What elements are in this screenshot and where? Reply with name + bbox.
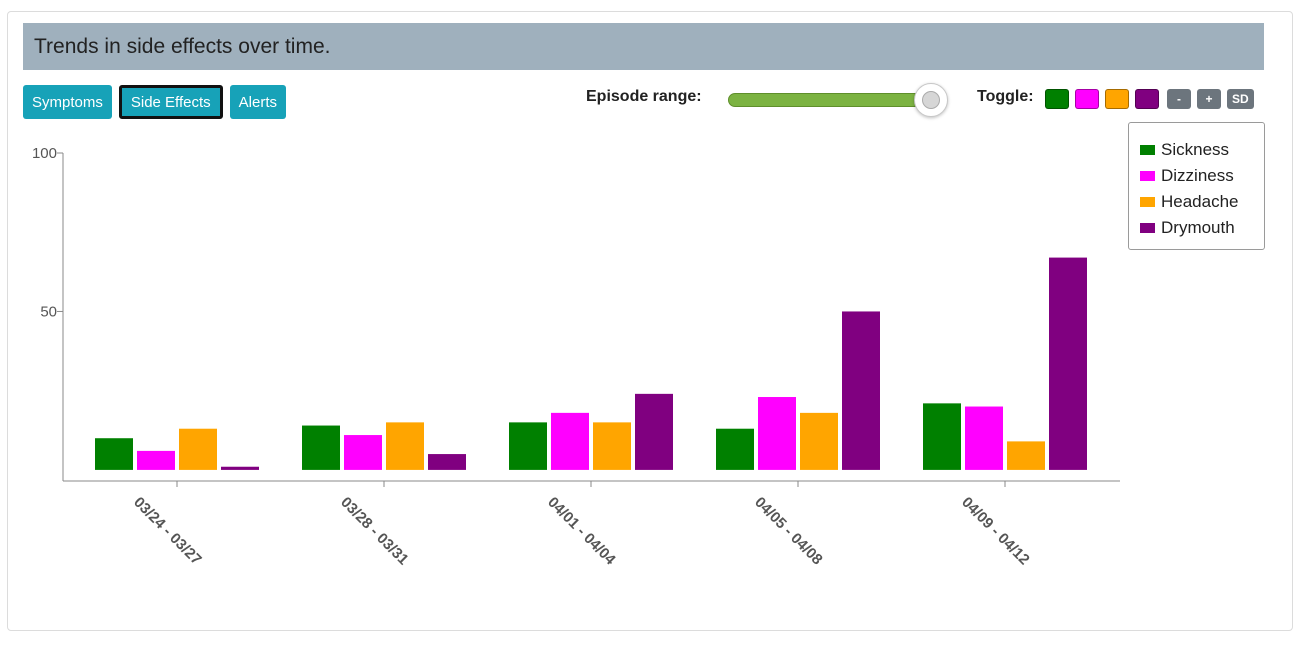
bar-headache bbox=[800, 412, 838, 470]
bar-drymouth bbox=[635, 393, 673, 470]
toggle-drymouth-button[interactable] bbox=[1135, 89, 1159, 109]
bar-headache bbox=[1007, 441, 1045, 470]
legend-label: Headache bbox=[1161, 192, 1239, 211]
bar-drymouth bbox=[428, 454, 466, 470]
legend-swatch bbox=[1140, 223, 1155, 233]
bar-dizziness bbox=[551, 412, 589, 470]
bar-sickness bbox=[302, 425, 340, 470]
x-tick-label: 04/01 - 04/04 bbox=[544, 494, 619, 569]
chart-control-buttons: - + SD bbox=[1167, 89, 1254, 109]
legend-item-headache: Headache bbox=[1140, 189, 1264, 215]
toggle-swatches bbox=[1045, 89, 1159, 109]
x-tick-label: 03/28 - 03/31 bbox=[337, 494, 412, 569]
legend-label: Sickness bbox=[1161, 140, 1230, 159]
x-tick-label: 03/24 - 03/27 bbox=[130, 494, 205, 569]
toggle-dizziness-button[interactable] bbox=[1075, 89, 1099, 109]
page-title-text: Trends in side effects over time. bbox=[34, 34, 331, 58]
episode-range-slider-handle[interactable] bbox=[914, 83, 948, 117]
bar-drymouth bbox=[1049, 257, 1087, 470]
bar-dizziness bbox=[344, 435, 382, 470]
bar-headache bbox=[179, 428, 217, 470]
bar-headache bbox=[386, 422, 424, 470]
x-tick-label: 04/05 - 04/08 bbox=[751, 494, 826, 569]
tab-bar: Symptoms Side Effects Alerts bbox=[23, 85, 286, 119]
y-tick-label: 50 bbox=[40, 303, 57, 320]
y-tick-label: 100 bbox=[32, 145, 57, 162]
bar-sickness bbox=[716, 428, 754, 470]
tab-symptoms[interactable]: Symptoms bbox=[23, 85, 112, 119]
legend-swatch bbox=[1140, 145, 1155, 155]
sd-button[interactable]: SD bbox=[1227, 89, 1254, 109]
bar-dizziness bbox=[758, 397, 796, 470]
legend-item-sickness: Sickness bbox=[1140, 137, 1264, 163]
toggle-label: Toggle: bbox=[977, 88, 1034, 105]
bar-sickness bbox=[923, 403, 961, 470]
toggle-sickness-button[interactable] bbox=[1045, 89, 1069, 109]
legend-item-dizziness: Dizziness bbox=[1140, 163, 1264, 189]
bar-sickness bbox=[509, 422, 547, 470]
episode-range-label: Episode range: bbox=[586, 88, 702, 105]
toggle-headache-button[interactable] bbox=[1105, 89, 1129, 109]
zoom-in-button[interactable]: + bbox=[1197, 89, 1221, 109]
x-tick-label: 04/09 - 04/12 bbox=[958, 494, 1033, 569]
tab-alerts[interactable]: Alerts bbox=[229, 85, 286, 119]
page-title: Trends in side effects over time. bbox=[23, 23, 1264, 70]
legend-label: Drymouth bbox=[1161, 218, 1235, 237]
chart-legend: Sickness Dizziness Headache Drymouth bbox=[1128, 122, 1265, 250]
legend-label: Dizziness bbox=[1161, 166, 1234, 185]
bar-dizziness bbox=[137, 450, 175, 470]
bar-drymouth bbox=[842, 311, 880, 470]
legend-swatch bbox=[1140, 171, 1155, 181]
bar-headache bbox=[593, 422, 631, 470]
tab-side-effects[interactable]: Side Effects bbox=[118, 85, 223, 119]
bar-dizziness bbox=[965, 406, 1003, 470]
legend-item-drymouth: Drymouth bbox=[1140, 215, 1264, 241]
zoom-out-button[interactable]: - bbox=[1167, 89, 1191, 109]
legend-swatch bbox=[1140, 197, 1155, 207]
bar-sickness bbox=[95, 438, 133, 470]
bar-drymouth bbox=[221, 466, 259, 470]
